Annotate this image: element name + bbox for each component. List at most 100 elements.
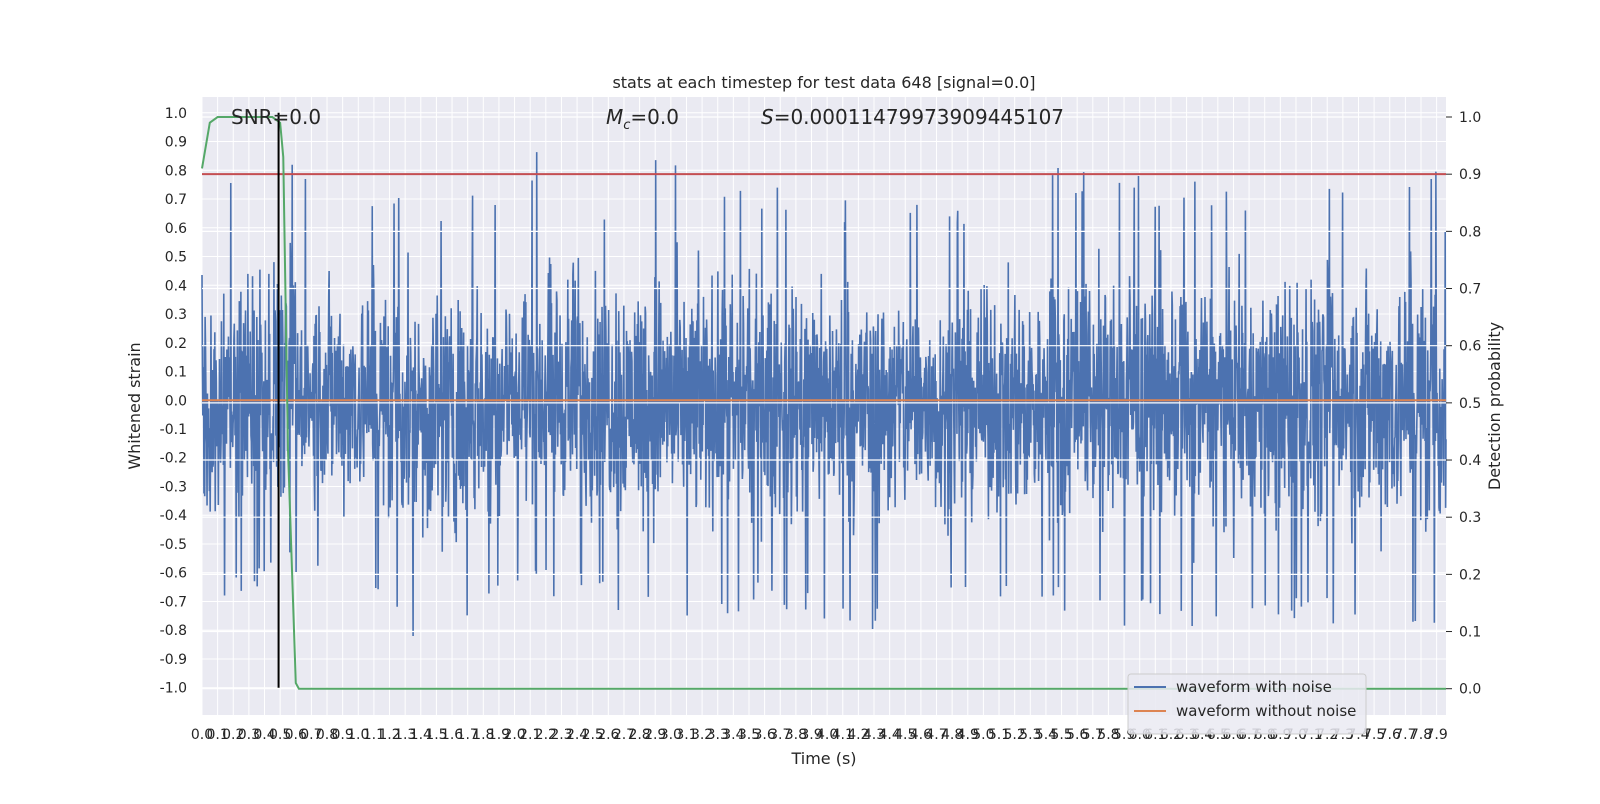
x-tick-label: 4.9	[957, 727, 979, 743]
x-tick-label: 2.5	[582, 727, 604, 743]
x-tick-label: 5.7	[1082, 727, 1104, 743]
x-tick-label: 0.0	[191, 727, 213, 743]
x-tick-label: 3.5	[738, 727, 760, 743]
x-tick-label: 5.0	[972, 727, 994, 743]
legend-box	[1127, 673, 1367, 735]
y-tick-label-right: 0.8	[1459, 224, 1481, 240]
y-tick-label-left: -0.2	[160, 451, 187, 467]
s-symbol: S	[761, 105, 774, 129]
y-tick-label-left: 0.1	[165, 365, 187, 381]
x-tick-label: 2.2	[535, 727, 557, 743]
y-tick-label-left: -0.1	[160, 422, 187, 438]
x-tick-label: 5.6	[1066, 727, 1088, 743]
y-tick-label-left: 0.6	[165, 221, 187, 237]
x-tick-label: 2.9	[644, 727, 666, 743]
lines-layer	[201, 112, 1446, 690]
x-tick-label: 3.9	[800, 727, 822, 743]
x-tick-label: 2.6	[597, 727, 619, 743]
y-tick-label-right: 0.0	[1459, 682, 1481, 698]
s-annotation: S=0.00011479973909445107	[761, 105, 1064, 129]
s-value: =0.00011479973909445107	[774, 105, 1064, 129]
x-tick-label: 2.1	[519, 727, 541, 743]
y-tick-label-right: 1.0	[1459, 110, 1481, 126]
y-axis-label-right: Detection probability	[1485, 322, 1504, 490]
y-tick-label-left: 0.8	[165, 163, 187, 179]
x-tick-label: 1.9	[488, 727, 510, 743]
x-tick-label: 1.7	[457, 727, 479, 743]
x-tick-label: 4.7	[925, 727, 947, 743]
x-tick-label: 1.8	[472, 727, 494, 743]
x-tick-label: 0.8	[316, 727, 338, 743]
y-tick-label-left: 0.4	[165, 278, 187, 294]
y-tick-label-right: 0.5	[1459, 396, 1481, 412]
y-tick-label-right: 0.3	[1459, 510, 1481, 526]
x-tick-label: 1.4	[410, 727, 432, 743]
y-tick-label-left: 1.0	[165, 106, 187, 122]
x-tick-label: 4.8	[941, 727, 963, 743]
mc-subscript: c	[623, 118, 630, 133]
x-tick-label: 3.8	[785, 727, 807, 743]
chart-title: stats at each timestep for test data 648…	[612, 73, 1035, 92]
x-tick-label: 0.9	[332, 727, 354, 743]
y-tick-label-left: 0.9	[165, 135, 187, 151]
x-tick-label: 3.2	[691, 727, 713, 743]
x-tick-label: 3.6	[753, 727, 775, 743]
y-tick-label-right: 0.9	[1459, 167, 1481, 183]
x-tick-label: 7.8	[1410, 727, 1432, 743]
x-tick-label: 3.7	[769, 727, 791, 743]
y-tick-label-left: -0.9	[160, 652, 187, 668]
x-tick-label: 0.2	[222, 727, 244, 743]
y-tick-label-left: -0.5	[160, 537, 187, 553]
x-tick-label: 0.4	[253, 727, 275, 743]
x-tick-label: 4.3	[863, 727, 885, 743]
y-tick-label-right: 0.6	[1459, 339, 1481, 355]
x-tick-label: 5.8	[1097, 727, 1119, 743]
series-waveform-with-noise	[201, 152, 1447, 637]
y-tick-label-right: 0.7	[1459, 282, 1481, 298]
y-tick-label-left: -0.4	[160, 508, 187, 524]
snr-annotation: SNR=0.0	[231, 105, 321, 129]
x-tick-label: 0.6	[285, 727, 307, 743]
x-tick-label: 2.7	[613, 727, 635, 743]
x-tick-label: 5.2	[1004, 727, 1026, 743]
y-tick-label-left: -1.0	[160, 681, 187, 697]
x-tick-label: 3.4	[722, 727, 744, 743]
y-tick-label-left: -0.6	[160, 566, 187, 582]
x-tick-label: 7.5	[1363, 727, 1385, 743]
x-tick-label: 4.1	[832, 727, 854, 743]
x-tick-label: 3.3	[707, 727, 729, 743]
x-tick-label: 7.9	[1425, 727, 1447, 743]
y-axis-label-left: Whitened strain	[125, 342, 144, 469]
x-tick-label: 5.3	[1019, 727, 1041, 743]
x-tick-label: 2.0	[503, 727, 525, 743]
x-tick-label: 2.4	[566, 727, 588, 743]
x-tick-label: 3.0	[660, 727, 682, 743]
legend-label-waveform-with-noise: waveform with noise	[1176, 678, 1332, 696]
x-tick-label: 7.6	[1379, 727, 1401, 743]
y-tick-label-right: 0.4	[1459, 453, 1481, 469]
mc-annotation: Mc=0.0	[606, 105, 679, 133]
x-tick-label: 0.7	[300, 727, 322, 743]
x-tick-label: 3.1	[675, 727, 697, 743]
x-tick-label: 7.7	[1394, 727, 1416, 743]
y-tick-label-right: 0.2	[1459, 567, 1481, 583]
x-tick-label: 1.3	[394, 727, 416, 743]
x-tick-label: 0.5	[269, 727, 291, 743]
x-tick-label: 1.1	[363, 727, 385, 743]
y-tick-label-left: 0.5	[165, 250, 187, 266]
y-tick-label-left: 0.3	[165, 307, 187, 323]
x-tick-label: 1.2	[378, 727, 400, 743]
x-tick-label: 4.6	[910, 727, 932, 743]
x-tick-label: 5.4	[1035, 727, 1057, 743]
x-tick-label: 2.3	[550, 727, 572, 743]
x-tick-label: 1.6	[441, 727, 463, 743]
x-tick-label: 0.3	[238, 727, 260, 743]
x-tick-label: 4.2	[847, 727, 869, 743]
y-tick-label-left: 0.7	[165, 192, 187, 208]
x-axis-label: Time (s)	[790, 749, 856, 768]
x-tick-label: 5.1	[988, 727, 1010, 743]
y-tick-label-left: -0.8	[160, 623, 187, 639]
x-tick-label: 1.5	[425, 727, 447, 743]
